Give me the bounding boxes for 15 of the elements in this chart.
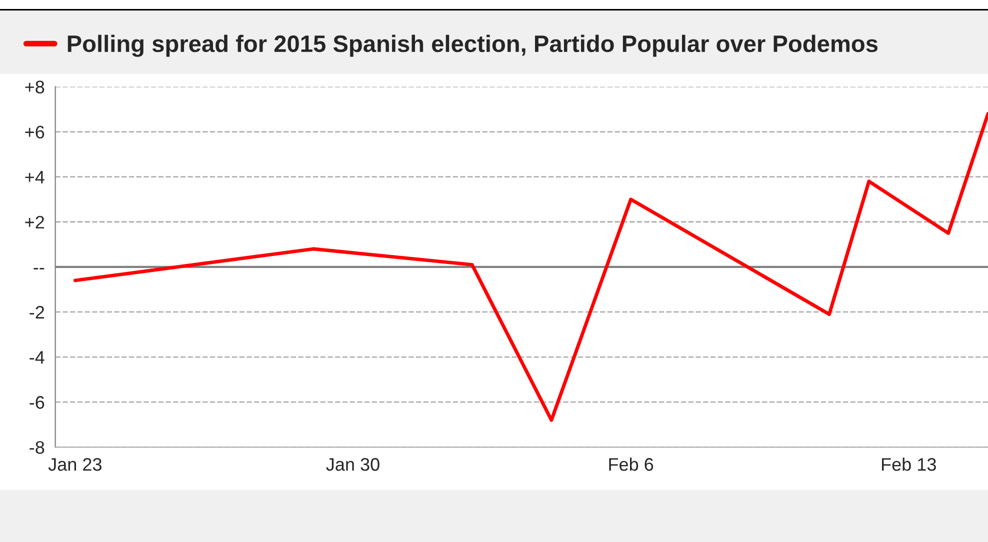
- x-tick-label: Feb 6: [609, 458, 654, 471]
- legend-label: Polling spread for 2015 Spanish election, Partido Popular over Podemos: [68, 34, 878, 57]
- y-tick-label: +4: [25, 170, 44, 184]
- x-tick-label: Feb 13: [882, 458, 936, 471]
- y-tick-label: +2: [25, 216, 44, 228]
- y-tick-label: +8: [25, 80, 44, 94]
- x-tick-label: Jan 23: [48, 458, 102, 471]
- y-tick-label: -8: [30, 441, 44, 454]
- y-tick-label: -6: [30, 396, 44, 409]
- y-tick-label: -2: [30, 306, 44, 319]
- x-tick-label: Jan 30: [326, 458, 380, 471]
- y-tick-label: +6: [25, 126, 44, 138]
- line-series: [73, 112, 988, 422]
- y-tick-label: --: [34, 268, 44, 270]
- y-tick-label: -4: [30, 351, 44, 364]
